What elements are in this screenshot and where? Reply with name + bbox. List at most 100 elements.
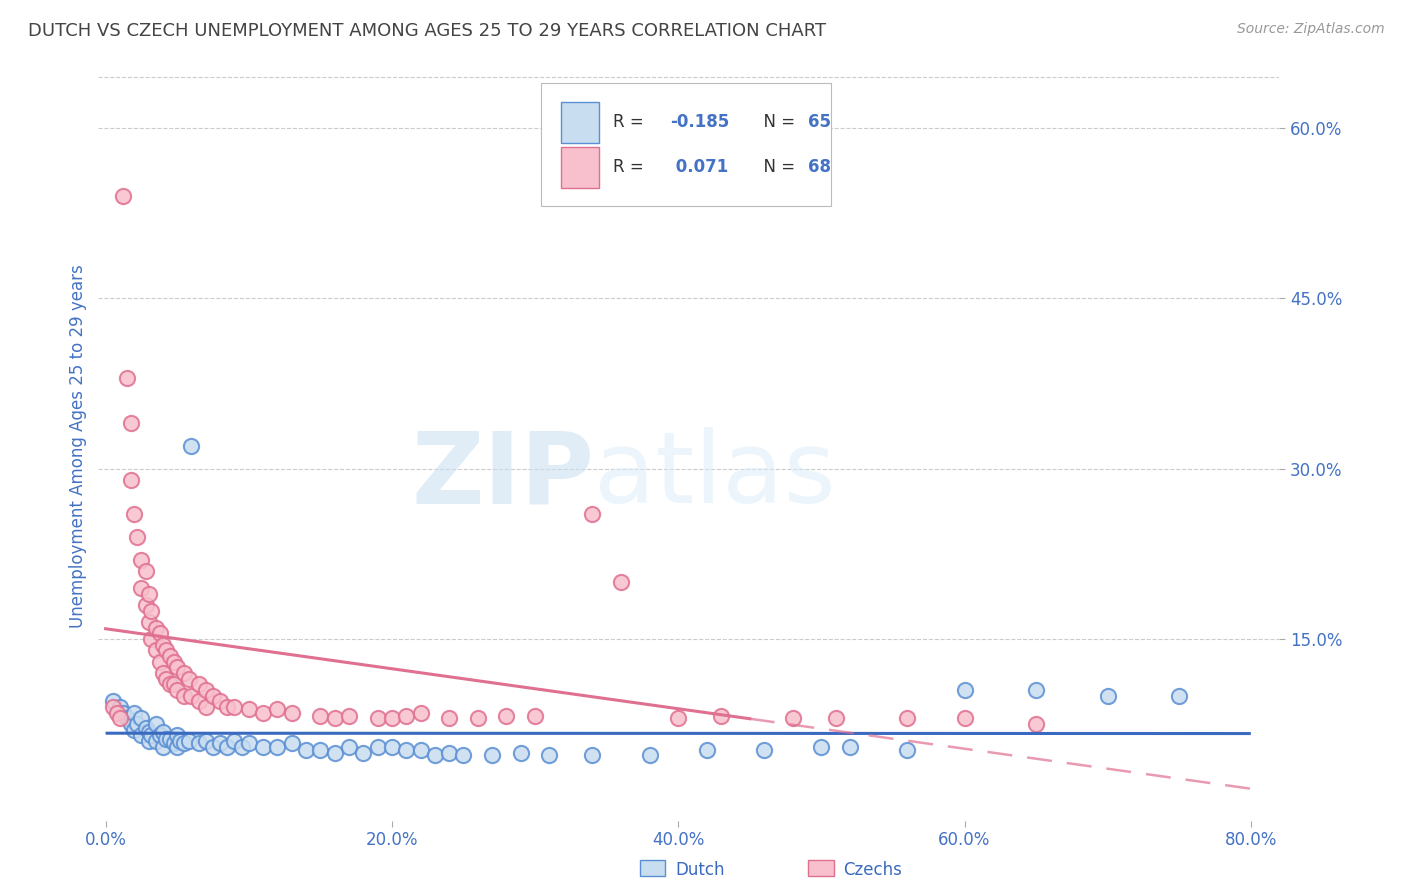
- Point: [145, 734, 167, 748]
- Point: [638, 747, 661, 762]
- Point: [896, 743, 918, 757]
- Y-axis label: Unemployment Among Ages 25 to 29 years: Unemployment Among Ages 25 to 29 years: [69, 264, 87, 628]
- Point: [131, 729, 153, 743]
- Point: [752, 743, 775, 757]
- Point: [581, 507, 603, 521]
- Point: [323, 711, 346, 725]
- Point: [423, 747, 446, 762]
- Point: [280, 706, 302, 720]
- Text: ZIP: ZIP: [412, 427, 595, 524]
- Point: [155, 643, 177, 657]
- Point: [122, 723, 145, 737]
- Text: 68: 68: [808, 158, 831, 177]
- Point: [180, 439, 202, 453]
- Point: [177, 672, 200, 686]
- Point: [1168, 689, 1191, 703]
- Point: [135, 598, 157, 612]
- Point: [409, 706, 432, 720]
- Point: [231, 739, 253, 754]
- Point: [524, 709, 547, 723]
- Text: R =: R =: [613, 113, 650, 131]
- Point: [395, 709, 418, 723]
- Point: [122, 507, 145, 521]
- Point: [409, 743, 432, 757]
- Point: [187, 694, 209, 708]
- Point: [177, 734, 200, 748]
- Point: [138, 734, 160, 748]
- Point: [194, 683, 217, 698]
- Point: [453, 747, 475, 762]
- FancyBboxPatch shape: [541, 83, 831, 206]
- Point: [953, 683, 976, 698]
- Point: [266, 702, 288, 716]
- Point: [159, 731, 181, 746]
- Text: Dutch: Dutch: [675, 861, 724, 879]
- Point: [120, 417, 142, 431]
- Point: [145, 643, 167, 657]
- FancyBboxPatch shape: [640, 860, 665, 876]
- Point: [141, 632, 163, 646]
- Point: [163, 655, 186, 669]
- Point: [135, 721, 157, 735]
- Point: [238, 736, 260, 750]
- Point: [149, 626, 172, 640]
- Point: [509, 746, 531, 760]
- Point: [381, 739, 404, 754]
- Point: [238, 702, 260, 716]
- Point: [145, 621, 167, 635]
- Point: [111, 189, 134, 203]
- Point: [105, 706, 128, 720]
- Point: [173, 736, 195, 750]
- Point: [149, 729, 172, 743]
- Point: [125, 530, 148, 544]
- Text: N =: N =: [752, 158, 800, 177]
- Point: [839, 739, 862, 754]
- Point: [352, 746, 374, 760]
- Point: [337, 709, 360, 723]
- Point: [152, 638, 174, 652]
- Point: [201, 739, 224, 754]
- Text: 65: 65: [808, 113, 831, 131]
- Point: [163, 736, 186, 750]
- Point: [224, 734, 246, 748]
- Point: [108, 700, 131, 714]
- Point: [131, 711, 153, 725]
- Point: [120, 473, 142, 487]
- Point: [166, 683, 188, 698]
- Point: [437, 746, 460, 760]
- Text: Czechs: Czechs: [844, 861, 903, 879]
- Point: [101, 700, 124, 714]
- Point: [252, 706, 274, 720]
- Point: [1025, 683, 1047, 698]
- Point: [581, 747, 603, 762]
- Point: [437, 711, 460, 725]
- FancyBboxPatch shape: [561, 102, 599, 143]
- Point: [122, 706, 145, 720]
- Point: [295, 743, 318, 757]
- Point: [125, 717, 148, 731]
- Point: [309, 709, 332, 723]
- Point: [217, 739, 239, 754]
- Point: [166, 739, 188, 754]
- Point: [149, 655, 172, 669]
- Point: [252, 739, 274, 754]
- Point: [120, 717, 142, 731]
- Point: [710, 709, 733, 723]
- Point: [159, 677, 181, 691]
- Point: [309, 743, 332, 757]
- Text: DUTCH VS CZECH UNEMPLOYMENT AMONG AGES 25 TO 29 YEARS CORRELATION CHART: DUTCH VS CZECH UNEMPLOYMENT AMONG AGES 2…: [28, 22, 827, 40]
- Point: [367, 711, 389, 725]
- Point: [131, 581, 153, 595]
- Point: [782, 711, 804, 725]
- Point: [141, 729, 163, 743]
- Point: [224, 700, 246, 714]
- Text: -0.185: -0.185: [671, 113, 730, 131]
- Point: [194, 734, 217, 748]
- Point: [194, 700, 217, 714]
- Point: [131, 552, 153, 566]
- FancyBboxPatch shape: [561, 146, 599, 188]
- Point: [696, 743, 718, 757]
- Point: [187, 677, 209, 691]
- Point: [173, 666, 195, 681]
- Point: [163, 677, 186, 691]
